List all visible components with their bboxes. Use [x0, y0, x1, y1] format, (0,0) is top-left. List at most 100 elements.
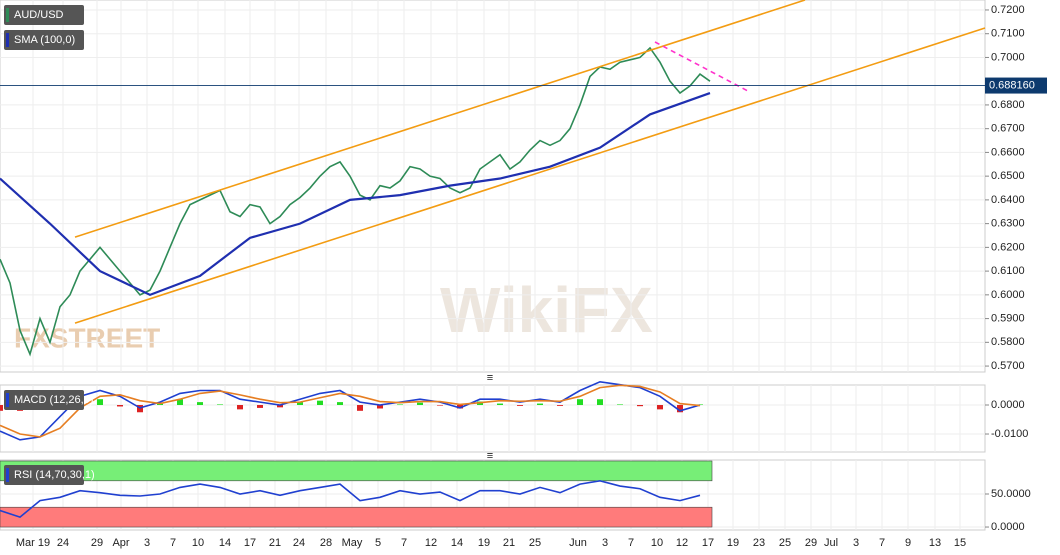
x-tick-label: Jun [569, 537, 587, 549]
series-line [0, 384, 701, 438]
x-tick-label: 25 [779, 537, 791, 549]
legend-swatch [6, 8, 9, 22]
x-tick-label: 17 [702, 537, 714, 549]
y-tick-label: -0.0100 [991, 428, 1028, 440]
histogram-bar [297, 402, 303, 406]
histogram-bar [277, 405, 283, 408]
x-tick-label: 3 [144, 537, 150, 549]
macd-panel [0, 384, 986, 453]
x-tick-label: 5 [375, 537, 381, 549]
x-tick-label: 9 [905, 537, 911, 549]
x-tick-label: 13 [929, 537, 941, 549]
x-tick-label: 21 [503, 537, 515, 549]
x-tick-label: 7 [879, 537, 885, 549]
watermark: FXSTREET [14, 322, 160, 353]
x-tick-label: 10 [192, 537, 204, 549]
y-tick-label: 0.6200 [991, 241, 1025, 253]
x-tick-label: 17 [244, 537, 256, 549]
x-tick-label: 21 [269, 537, 281, 549]
x-tick-label: Apr [112, 537, 129, 549]
histogram-bar [0, 405, 3, 411]
price-panel [0, 0, 986, 373]
watermark: WikiFX [440, 274, 653, 346]
resize-handle[interactable]: ≡ [487, 372, 493, 384]
x-tick-label: May [342, 537, 363, 549]
legend-label: SMA (100,0) [14, 34, 75, 46]
legend-label: AUD/USD [14, 9, 64, 21]
series-line [0, 46, 711, 357]
y-tick-label: 0.5700 [991, 360, 1025, 372]
y-tick-label: 0.0000 [991, 399, 1025, 411]
series-line [74, 27, 986, 324]
resize-handle[interactable]: ≡ [487, 450, 493, 462]
histogram-bar [697, 404, 703, 406]
histogram-bar [377, 405, 383, 409]
histogram-bar [557, 405, 563, 406]
y-tick-label: 0.6700 [991, 123, 1025, 135]
histogram-bar [397, 404, 403, 406]
y-tick-label: 0.6500 [991, 170, 1025, 182]
x-tick-label: 25 [529, 537, 541, 549]
legend-label: MACD (12,26,9) [14, 394, 93, 406]
x-tick-label: 19 [478, 537, 490, 549]
legend-box [4, 465, 84, 485]
histogram-bar [677, 405, 683, 413]
histogram-bar [537, 403, 543, 406]
x-tick-label: 3 [853, 537, 859, 549]
histogram-bar [617, 404, 623, 406]
legend-swatch [6, 468, 9, 482]
x-tick-label: 19 [727, 537, 739, 549]
legend-box [4, 5, 84, 25]
y-tick-label: 0.0000 [991, 521, 1025, 533]
x-tick-label: 12 [425, 537, 437, 549]
last-price-box [985, 77, 1047, 94]
x-tick-label: Jul [824, 537, 838, 549]
histogram-bar [217, 404, 223, 406]
histogram-bar [177, 399, 183, 406]
y-tick-label: 0.6400 [991, 194, 1025, 206]
x-tick-label: 7 [628, 537, 634, 549]
histogram-bar [97, 399, 103, 406]
x-tick-label: 15 [954, 537, 966, 549]
y-tick-label: 0.7000 [991, 51, 1025, 63]
x-tick-label: 14 [451, 537, 463, 549]
x-tick-label: 10 [651, 537, 663, 549]
histogram-bar [317, 400, 323, 406]
histogram-bar [337, 402, 343, 406]
x-tick-label: Mar 19 [16, 537, 50, 549]
y-tick-label: 0.6800 [991, 99, 1025, 111]
y-tick-label: 0.7100 [991, 28, 1025, 40]
x-tick-label: 7 [170, 537, 176, 549]
x-tick-label: 7 [401, 537, 407, 549]
y-tick-label: 0.5800 [991, 336, 1025, 348]
band [0, 506, 713, 528]
x-tick-label: 14 [219, 537, 231, 549]
y-tick-label: 0.6300 [991, 218, 1025, 230]
band [0, 460, 713, 482]
x-tick-label: 24 [293, 537, 305, 549]
x-tick-label: 29 [91, 537, 103, 549]
legend-swatch [6, 393, 9, 407]
y-tick-label: 0.5900 [991, 312, 1025, 324]
legend-box [4, 390, 84, 410]
series-line [0, 92, 711, 297]
legend-box [4, 30, 84, 50]
x-tick-label: 28 [320, 537, 332, 549]
histogram-bar [417, 402, 423, 406]
histogram-bar [257, 405, 263, 408]
y-tick-label: 0.6600 [991, 146, 1025, 158]
histogram-bar [357, 405, 363, 411]
x-tick-label: 29 [805, 537, 817, 549]
histogram-bar [497, 403, 503, 406]
y-tick-label: 50.0000 [991, 488, 1031, 500]
histogram-bar [457, 405, 463, 409]
y-tick-label: 0.6100 [991, 265, 1025, 277]
y-tick-label: 0.6000 [991, 289, 1025, 301]
series-line [0, 479, 701, 519]
last-price-label: 0.688160 [989, 79, 1035, 91]
histogram-bar [437, 405, 443, 406]
histogram-bar [237, 405, 243, 410]
x-tick-label: 23 [753, 537, 765, 549]
x-tick-label: 12 [676, 537, 688, 549]
series-line [74, 0, 806, 238]
